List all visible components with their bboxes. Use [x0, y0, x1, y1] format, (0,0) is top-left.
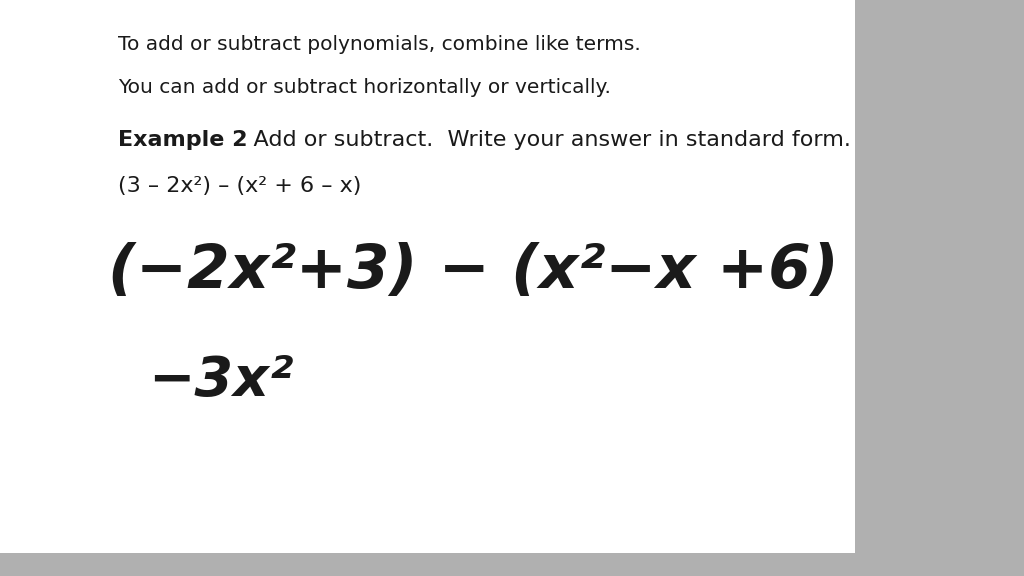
FancyBboxPatch shape: [0, 0, 855, 553]
Text: You can add or subtract horizontally or vertically.: You can add or subtract horizontally or …: [118, 78, 610, 97]
Text: −3x²: −3x²: [148, 354, 294, 408]
Text: Example 2: Example 2: [118, 130, 247, 150]
Text: To add or subtract polynomials, combine like terms.: To add or subtract polynomials, combine …: [118, 35, 640, 54]
Text: Add or subtract.  Write your answer in standard form.: Add or subtract. Write your answer in st…: [225, 130, 851, 150]
Text: (3 – 2x²) – (x² + 6 – x): (3 – 2x²) – (x² + 6 – x): [118, 176, 361, 196]
Text: (−2x²+3) − (x²−x +6): (−2x²+3) − (x²−x +6): [108, 242, 839, 301]
